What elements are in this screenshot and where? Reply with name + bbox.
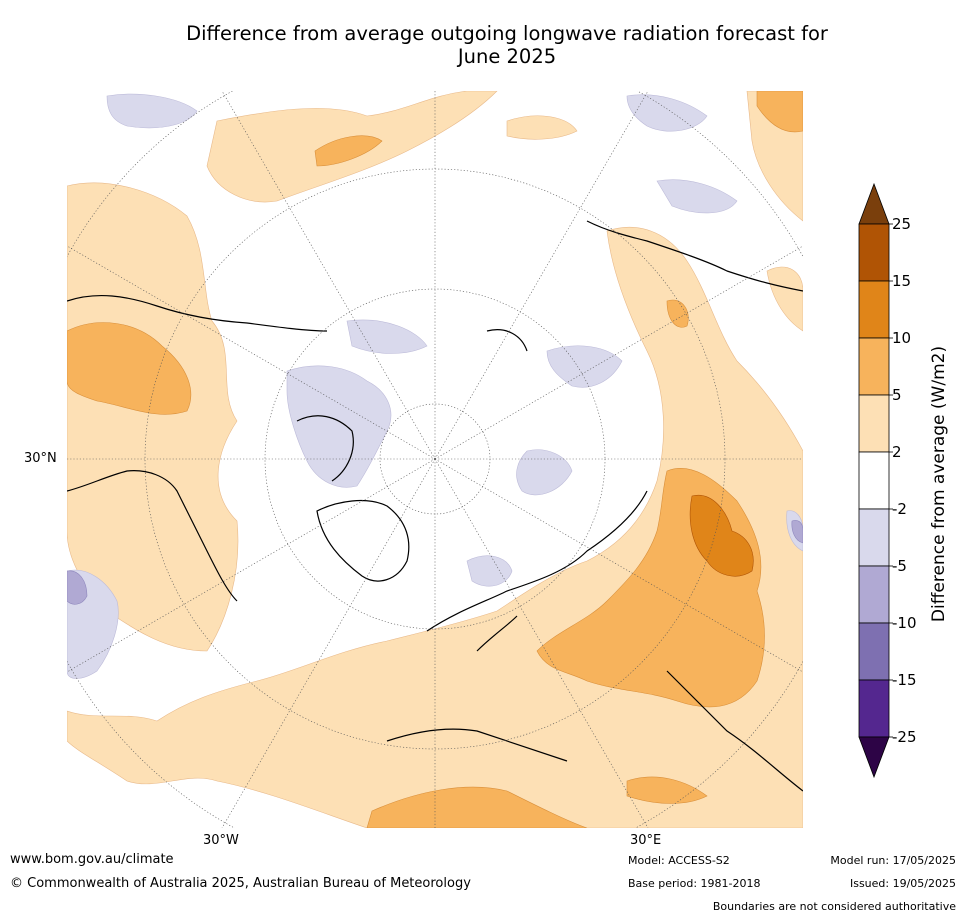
colorbar-segment (858, 508, 890, 567)
footer-copyright: © Commonwealth of Australia 2025, Austra… (10, 876, 471, 891)
colorbar-tick-label: -10 (892, 614, 917, 632)
title-line-1: Difference from average outgoing longwav… (186, 22, 828, 45)
lon-label-30w: 30°W (203, 833, 239, 848)
footer-model: Model: ACCESS-S2 (628, 854, 730, 867)
colorbar-extend-top (858, 182, 890, 225)
colorbar-segment (858, 337, 890, 396)
colorbar-ticks: 25 15 10 5 2 -2 -5 -10 -15 -25 (889, 215, 917, 746)
colorbar-segment (858, 394, 890, 453)
colorbar-tick-label: 5 (892, 386, 902, 404)
footer-url: www.bom.gov.au/climate (10, 852, 174, 867)
chart-title: Difference from average outgoing longwav… (67, 22, 947, 68)
colorbar-segment (858, 451, 890, 510)
graticule (67, 91, 803, 828)
anomaly-neg-5-10-regions (67, 520, 803, 605)
colorbar-tick-label: -5 (892, 557, 907, 575)
polar-map (67, 91, 803, 828)
colorbar-segment (858, 223, 890, 282)
anomaly-10-15-region (689, 494, 754, 577)
anomaly-neg-2-5-regions (67, 93, 803, 679)
colorbar: 25 15 10 5 2 -2 -5 -10 -15 -25 Difference from av… (858, 182, 949, 779)
colorbar-tick-label: -15 (892, 671, 917, 689)
coastlines (67, 220, 803, 792)
colorbar-tick-label: 25 (892, 215, 911, 233)
colorbar-segment (858, 622, 890, 681)
footer-disclaimer: Boundaries are not considered authoritat… (712, 900, 956, 913)
lat-label-30n: 30°N (24, 451, 57, 466)
colorbar-tick-label: 15 (892, 272, 911, 290)
colorbar-tick-label: -25 (892, 728, 917, 746)
lon-label-30e: 30°E (630, 833, 662, 848)
colorbar-tick-label: -2 (892, 500, 907, 518)
title-line-2: June 2025 (457, 45, 557, 68)
colorbar-tick-label: 10 (892, 329, 911, 347)
footer-issued: Issued: 19/05/2025 (849, 877, 956, 890)
colorbar-tick-label: 2 (892, 443, 902, 461)
colorbar-extend-bottom (858, 736, 890, 779)
colorbar-segment (858, 280, 890, 339)
footer-model-run: Model run: 17/05/2025 (830, 854, 956, 867)
colorbar-segment (858, 565, 890, 624)
footer-base-period: Base period: 1981-2018 (628, 877, 761, 890)
colorbar-segments (858, 182, 890, 779)
colorbar-segment (858, 679, 890, 738)
colorbar-label: Difference from average (W/m2) (929, 346, 949, 622)
